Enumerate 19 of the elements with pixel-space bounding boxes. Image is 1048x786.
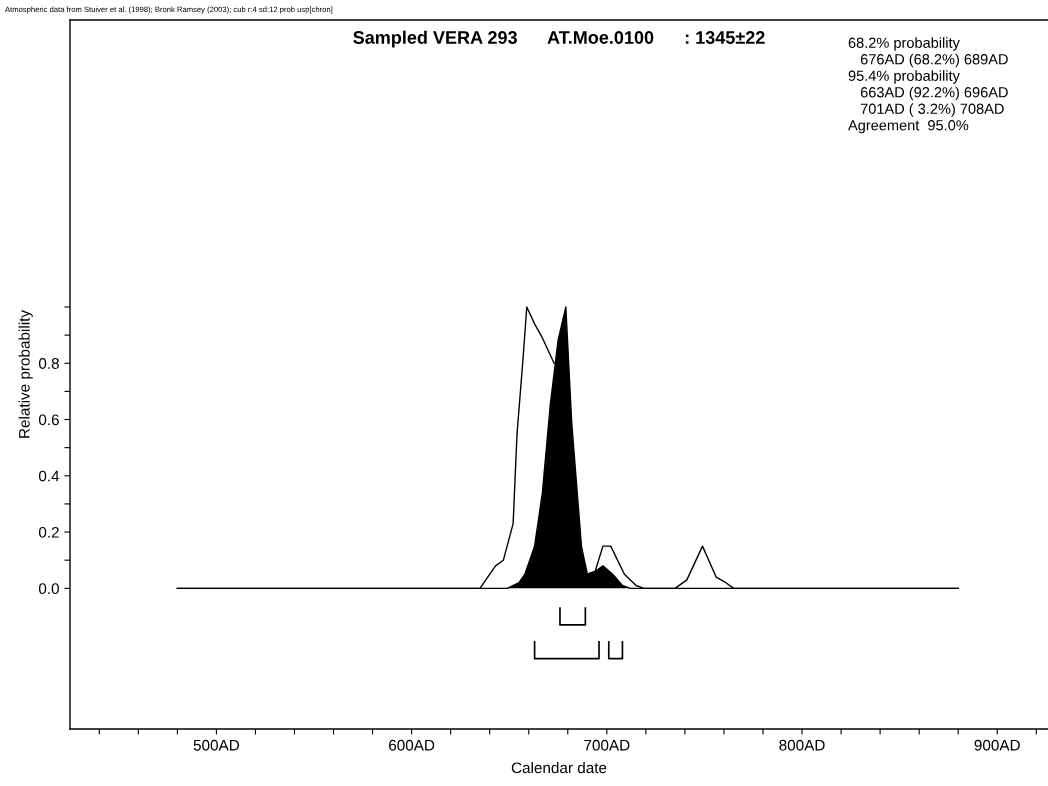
annotation: 701AD ( 3.2%) 708AD [860, 103, 1004, 117]
y-tick-label: 0.2 [38, 526, 59, 538]
y-axis-title: Relative probability [18, 309, 33, 438]
y-tick-label: 0.4 [38, 470, 60, 482]
x-tick-label: 600AD [389, 739, 435, 751]
x-tick-label: 800AD [779, 739, 825, 751]
annotation: 95.4% probability [848, 70, 960, 84]
x-axis-title: Calendar date [511, 761, 607, 774]
x-tick-label: 900AD [974, 739, 1020, 751]
annotation: 676AD (68.2%) 689AD [860, 53, 1008, 68]
x-tick-label: 500AD [193, 739, 240, 751]
annotation: Agreement 95.0% [848, 120, 969, 134]
annotation: 68.2% probability [848, 37, 960, 51]
y-tick-label: 0.0 [38, 583, 59, 595]
annotation: 663AD (92.2%) 696AD [860, 86, 1008, 101]
x-tick-label: 700AD [584, 739, 630, 751]
text: Sampled VERA 293 AT.Moe.0100 : 1345±22 [353, 30, 765, 48]
y-tick-label: 0.6 [38, 414, 59, 426]
y-tick-label: 0.8 [38, 358, 59, 369]
